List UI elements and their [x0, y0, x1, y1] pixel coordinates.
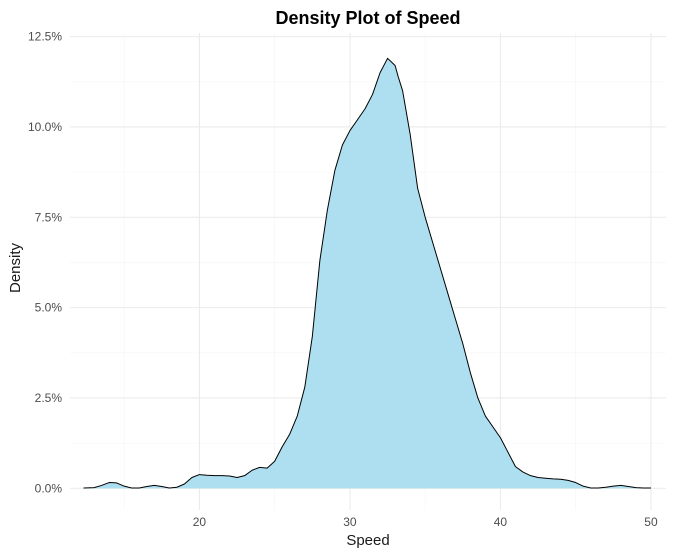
y-tick-label: 10.0% — [28, 120, 62, 134]
y-tick-label: 5.0% — [35, 301, 63, 315]
x-tick-label: 20 — [193, 515, 207, 529]
y-tick-label: 2.5% — [35, 391, 63, 405]
x-axis-title: Speed — [346, 532, 389, 549]
y-tick-label: 0.0% — [35, 481, 63, 495]
y-axis-ticks: 0.0% 2.5% 5.0% 7.5% 10.0% 12.5% — [28, 30, 62, 496]
y-tick-label: 7.5% — [35, 210, 63, 224]
y-tick-label: 12.5% — [28, 30, 62, 44]
x-axis-ticks: 20 30 40 50 — [193, 515, 658, 529]
x-tick-label: 40 — [494, 515, 508, 529]
density-line — [83, 57, 651, 489]
density-series — [83, 57, 651, 489]
chart-title: Density Plot of Speed — [275, 8, 460, 28]
x-tick-label: 50 — [644, 515, 658, 529]
x-tick-label: 30 — [343, 515, 357, 529]
density-area — [83, 58, 651, 489]
y-axis-title: Density — [7, 242, 24, 293]
